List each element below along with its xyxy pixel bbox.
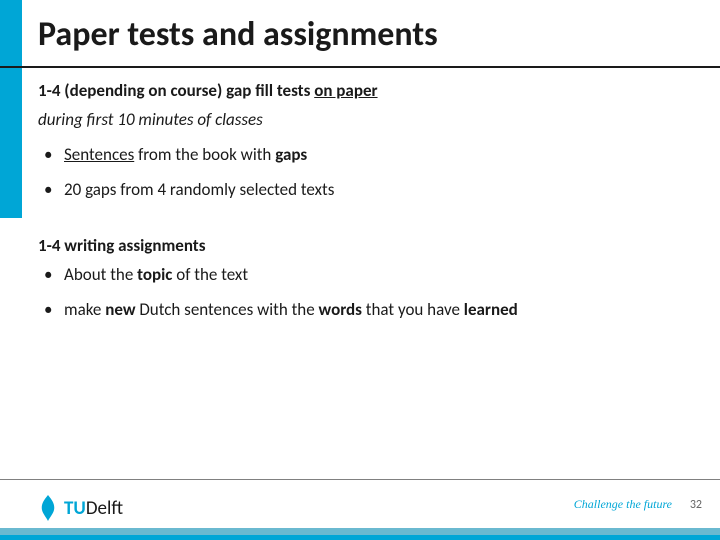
footer-rule xyxy=(0,479,720,480)
slide-title: Paper tests and assignments xyxy=(38,14,438,55)
logo-text: TUDelft xyxy=(64,497,123,520)
section2: 1-4 writing assignments About the topic … xyxy=(38,235,688,321)
content-area: 1-4 (depending on course) gap fill tests… xyxy=(38,80,688,334)
logo-tu: TU xyxy=(64,497,86,520)
bottom-band-dark xyxy=(0,535,720,540)
tudelft-logo: TUDelft xyxy=(38,494,123,522)
section1-heading: 1-4 (depending on course) gap fill tests… xyxy=(38,80,688,101)
list-item: make new Dutch sentences with the words … xyxy=(42,299,688,320)
section1-bullets: Sentences from the book with gaps 20 gap… xyxy=(38,144,688,201)
bottom-band-light xyxy=(0,528,720,535)
flame-icon xyxy=(38,494,58,522)
tagline: Challenge the future xyxy=(574,497,672,512)
list-item: Sentences from the book with gaps xyxy=(42,144,688,165)
section1-heading-underline: on paper xyxy=(314,80,377,101)
section2-bullets: About the topic of the text make new Dut… xyxy=(38,264,688,321)
section2-heading: 1-4 writing assignments xyxy=(38,235,688,256)
page-number: 32 xyxy=(690,498,702,512)
accent-bar xyxy=(0,0,22,218)
list-item: 20 gaps from 4 randomly selected texts xyxy=(42,179,688,200)
logo-delft: Delft xyxy=(86,497,123,520)
slide: Paper tests and assignments 1-4 (dependi… xyxy=(0,0,720,540)
section1-subheading: during first 10 minutes of classes xyxy=(38,109,688,130)
list-item: About the topic of the text xyxy=(42,264,688,285)
header-rule xyxy=(0,66,720,68)
section1-heading-pre: 1-4 (depending on course) gap fill tests xyxy=(38,80,314,101)
